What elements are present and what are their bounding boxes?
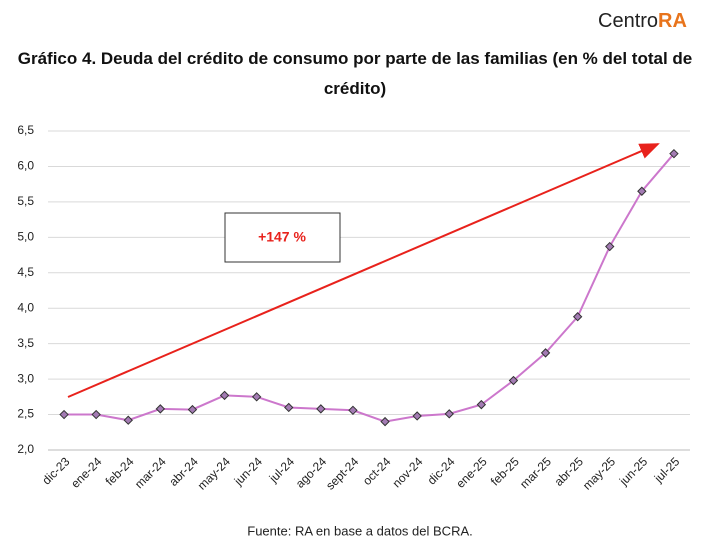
x-tick-label: feb-25 — [488, 454, 522, 488]
y-tick-label: 4,5 — [17, 265, 34, 279]
marker — [572, 312, 583, 322]
x-tick-label: dic-23 — [39, 454, 72, 487]
marker — [605, 241, 615, 252]
marker — [412, 411, 422, 421]
x-tick-label: jul-25 — [651, 454, 683, 486]
logo-name: Centro — [598, 10, 659, 32]
x-tick-label: may-24 — [195, 454, 233, 492]
x-tick-label: may-25 — [580, 454, 618, 492]
chart-title: Gráfico 4. Deuda del crédito de consumo … — [17, 49, 693, 98]
marker — [444, 409, 454, 419]
marker — [91, 409, 101, 420]
marker — [219, 390, 230, 401]
y-tick-label: 2,0 — [17, 442, 34, 456]
marker — [508, 375, 519, 386]
marker — [476, 399, 487, 410]
y-tick-label: 3,5 — [17, 336, 34, 350]
line — [64, 153, 675, 423]
source: Fuente: RA en base a datos del BCRA. — [247, 523, 472, 538]
y-tick-label: 3,0 — [17, 371, 34, 385]
marker — [155, 404, 166, 414]
x-tick-label: ene-24 — [68, 454, 105, 491]
x-tick-label: ene-25 — [453, 454, 490, 491]
marker — [284, 402, 294, 413]
marker — [348, 405, 358, 416]
marker — [59, 409, 69, 420]
x-tick-label: ago-24 — [293, 454, 330, 491]
marker — [669, 148, 679, 159]
x-tick-label: jun-24 — [231, 454, 265, 488]
y-tick-label: 6,5 — [17, 123, 34, 137]
x-tick-label: oct-24 — [360, 454, 394, 488]
x-tick-label: nov-24 — [390, 454, 426, 490]
marker — [540, 348, 551, 358]
marker — [187, 404, 198, 415]
x-tick-label: sept-24 — [323, 454, 361, 492]
annotation: +147 % — [258, 229, 306, 245]
y-tick-label: 4,0 — [17, 300, 34, 314]
marker — [637, 186, 647, 196]
marker — [123, 415, 133, 425]
logo: CentroRA — [598, 10, 687, 33]
x-tick-label: feb-24 — [103, 454, 137, 488]
y-tick-label: 5,0 — [17, 230, 34, 244]
y-tick-label: 6,0 — [17, 159, 34, 173]
x-tick-label: dic-24 — [425, 454, 458, 487]
logo-accent: RA — [658, 10, 687, 32]
marker — [316, 404, 326, 414]
x-tick-label: jun-25 — [616, 454, 650, 488]
x-tick-label: mar-24 — [132, 454, 169, 491]
marker — [380, 416, 390, 427]
annotation-box — [224, 212, 341, 263]
y-tick-label: 5,5 — [17, 194, 34, 208]
x-tick-label: mar-25 — [517, 454, 554, 491]
marker — [251, 392, 262, 402]
trend-arrow — [67, 143, 660, 398]
y-tick-label: 2,5 — [17, 407, 34, 421]
